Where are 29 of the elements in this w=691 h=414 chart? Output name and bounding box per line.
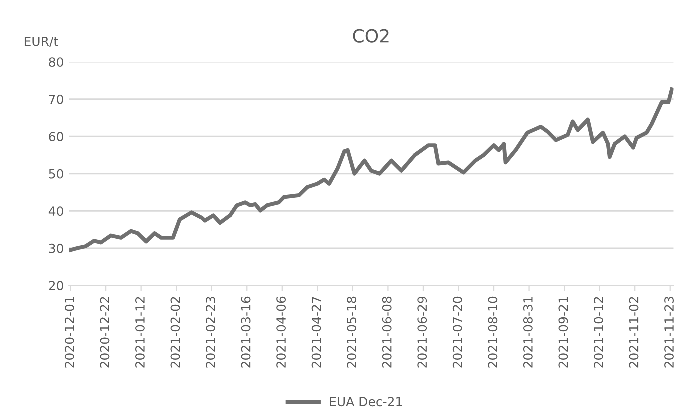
- y-tick-label: 30: [49, 244, 64, 254]
- line-series: [69, 88, 674, 252]
- y-tick-label: 70: [49, 94, 64, 104]
- x-tick-label: 2021-03-16: [241, 296, 251, 368]
- y-tick-label: 20: [49, 281, 64, 291]
- x-tick-label: 2021-06-29: [418, 296, 428, 368]
- x-tick-label: 2021-04-27: [312, 297, 322, 368]
- x-tick-label: 2021-08-10: [488, 296, 498, 368]
- y-tick-label: 80: [49, 58, 64, 68]
- legend-label: EUA Dec-21: [330, 397, 402, 407]
- x-tick-label: 2021-10-12: [594, 297, 604, 368]
- x-tick-label: 2021-08-31: [523, 297, 533, 368]
- x-tick-label: 2021-07-20: [452, 296, 462, 368]
- y-tick-label: 60: [49, 132, 64, 142]
- x-tick-label: 2021-11-02: [629, 297, 639, 368]
- x-tick-label: 2021-05-18: [347, 296, 357, 368]
- y-axis-title: EUR/t: [24, 36, 58, 48]
- y-tick-label: 40: [48, 206, 64, 216]
- y-tick-label: 50: [49, 169, 64, 179]
- x-tick-label: 2021-11-23: [664, 297, 674, 368]
- x-tick-label: 2021-02-02: [170, 297, 180, 368]
- x-tick-label: 2021-06-08: [382, 296, 392, 368]
- x-tick-label: 2020-12-22: [100, 297, 110, 368]
- chart-title: CO2: [353, 29, 389, 43]
- x-tick-label: 2021-09-21: [558, 297, 568, 368]
- x-tick-label: 2020-12-01: [64, 297, 74, 368]
- x-tick-label: 2021-01-12: [135, 297, 145, 368]
- x-tick-label: 2021-02-23: [206, 297, 216, 368]
- x-tick-label: 2021-04-06: [276, 296, 286, 368]
